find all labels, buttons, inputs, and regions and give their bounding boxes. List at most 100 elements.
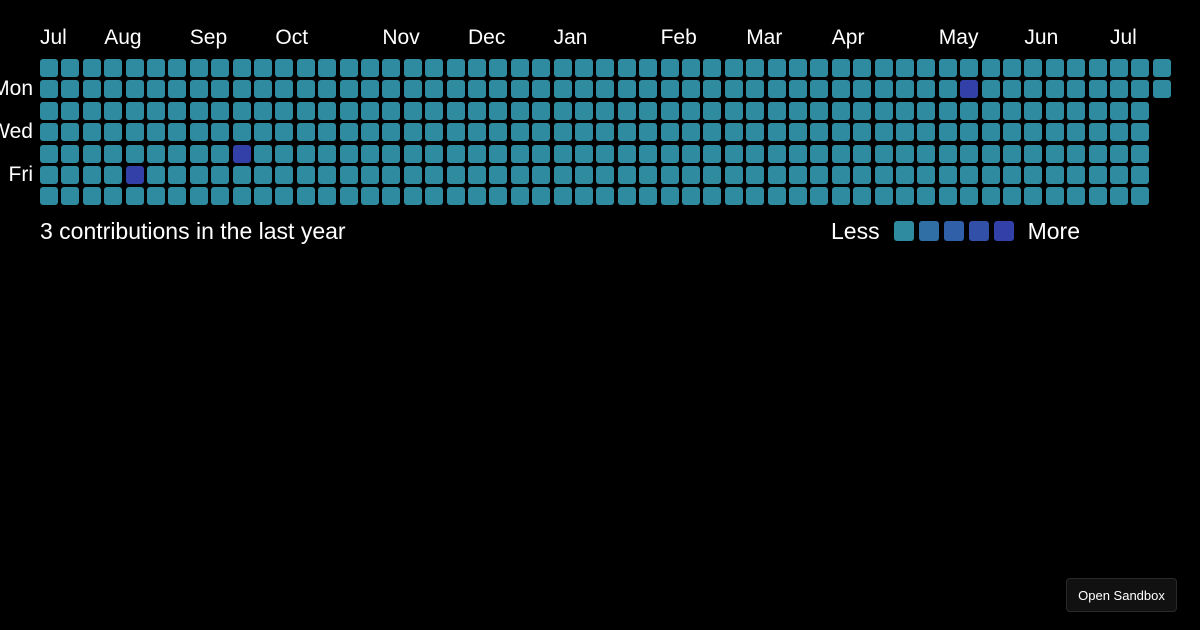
day-cell[interactable]: [382, 59, 401, 77]
day-cell[interactable]: [853, 166, 872, 184]
day-cell[interactable]: [318, 166, 337, 184]
day-cell[interactable]: [874, 166, 893, 184]
day-cell[interactable]: [425, 59, 444, 77]
day-cell[interactable]: [831, 166, 850, 184]
day-cell[interactable]: [361, 166, 379, 184]
day-cell[interactable]: [981, 187, 1000, 206]
day-cell[interactable]: [82, 187, 101, 206]
day-cell[interactable]: [617, 123, 636, 142]
day-cell[interactable]: [1067, 59, 1086, 77]
day-cell[interactable]: [960, 187, 979, 206]
day-cell[interactable]: [489, 144, 508, 163]
day-cell[interactable]: [575, 166, 593, 184]
day-cell[interactable]: [382, 144, 401, 163]
day-cell[interactable]: [853, 80, 872, 99]
day-cell[interactable]: [1003, 59, 1021, 77]
day-cell[interactable]: [981, 123, 1000, 142]
day-cell[interactable]: [703, 59, 722, 77]
day-cell[interactable]: [938, 187, 957, 206]
day-cell[interactable]: [40, 59, 58, 77]
day-cell[interactable]: [489, 80, 508, 99]
day-cell[interactable]: [767, 187, 786, 206]
day-cell[interactable]: [1067, 166, 1086, 184]
day-cell[interactable]: [682, 123, 700, 142]
day-cell[interactable]: [1045, 59, 1064, 77]
day-cell[interactable]: [168, 101, 187, 120]
day-cell[interactable]: [382, 101, 401, 120]
day-cell[interactable]: [40, 123, 58, 142]
day-cell[interactable]: [1110, 144, 1128, 163]
day-cell[interactable]: [1045, 80, 1064, 99]
day-cell[interactable]: [104, 187, 123, 206]
day-cell[interactable]: [382, 166, 401, 184]
day-cell[interactable]: [296, 166, 315, 184]
open-sandbox-button[interactable]: Open Sandbox: [1066, 578, 1177, 612]
day-cell[interactable]: [275, 101, 294, 120]
day-cell[interactable]: [1088, 101, 1107, 120]
day-cell[interactable]: [874, 123, 893, 142]
day-cell[interactable]: [232, 144, 251, 163]
day-cell[interactable]: [275, 59, 294, 77]
day-cell[interactable]: [981, 101, 1000, 120]
day-cell[interactable]: [553, 80, 572, 99]
day-cell[interactable]: [746, 80, 765, 99]
day-cell[interactable]: [660, 187, 679, 206]
day-cell[interactable]: [468, 144, 486, 163]
day-cell[interactable]: [296, 144, 315, 163]
day-cell[interactable]: [296, 101, 315, 120]
day-cell[interactable]: [1024, 166, 1043, 184]
day-cell[interactable]: [639, 144, 658, 163]
day-cell[interactable]: [1003, 144, 1021, 163]
day-cell[interactable]: [489, 101, 508, 120]
day-cell[interactable]: [168, 80, 187, 99]
day-cell[interactable]: [981, 144, 1000, 163]
day-cell[interactable]: [168, 144, 187, 163]
day-cell[interactable]: [724, 123, 743, 142]
day-cell[interactable]: [917, 144, 936, 163]
day-cell[interactable]: [1067, 187, 1086, 206]
day-cell[interactable]: [189, 144, 208, 163]
day-cell[interactable]: [960, 144, 979, 163]
day-cell[interactable]: [232, 80, 251, 99]
day-cell[interactable]: [596, 166, 615, 184]
day-cell[interactable]: [617, 166, 636, 184]
day-cell[interactable]: [703, 101, 722, 120]
day-cell[interactable]: [639, 101, 658, 120]
day-cell[interactable]: [682, 101, 700, 120]
day-cell[interactable]: [660, 80, 679, 99]
day-cell[interactable]: [1131, 59, 1150, 77]
day-cell[interactable]: [896, 187, 914, 206]
day-cell[interactable]: [703, 80, 722, 99]
day-cell[interactable]: [981, 59, 1000, 77]
day-cell[interactable]: [639, 166, 658, 184]
day-cell[interactable]: [1088, 166, 1107, 184]
day-cell[interactable]: [981, 166, 1000, 184]
day-cell[interactable]: [1045, 187, 1064, 206]
day-cell[interactable]: [211, 187, 230, 206]
day-cell[interactable]: [532, 80, 551, 99]
day-cell[interactable]: [1110, 80, 1128, 99]
day-cell[interactable]: [1110, 59, 1128, 77]
day-cell[interactable]: [446, 144, 465, 163]
day-cell[interactable]: [403, 123, 422, 142]
day-cell[interactable]: [403, 59, 422, 77]
day-cell[interactable]: [831, 59, 850, 77]
day-cell[interactable]: [682, 59, 700, 77]
day-cell[interactable]: [703, 144, 722, 163]
day-cell[interactable]: [168, 187, 187, 206]
day-cell[interactable]: [810, 166, 829, 184]
day-cell[interactable]: [532, 144, 551, 163]
day-cell[interactable]: [61, 59, 80, 77]
day-cell[interactable]: [489, 187, 508, 206]
day-cell[interactable]: [61, 166, 80, 184]
day-cell[interactable]: [575, 101, 593, 120]
day-cell[interactable]: [1131, 123, 1150, 142]
day-cell[interactable]: [575, 144, 593, 163]
day-cell[interactable]: [553, 123, 572, 142]
day-cell[interactable]: [917, 59, 936, 77]
day-cell[interactable]: [703, 123, 722, 142]
day-cell[interactable]: [767, 80, 786, 99]
day-cell[interactable]: [853, 144, 872, 163]
day-cell[interactable]: [489, 166, 508, 184]
day-cell[interactable]: [553, 101, 572, 120]
